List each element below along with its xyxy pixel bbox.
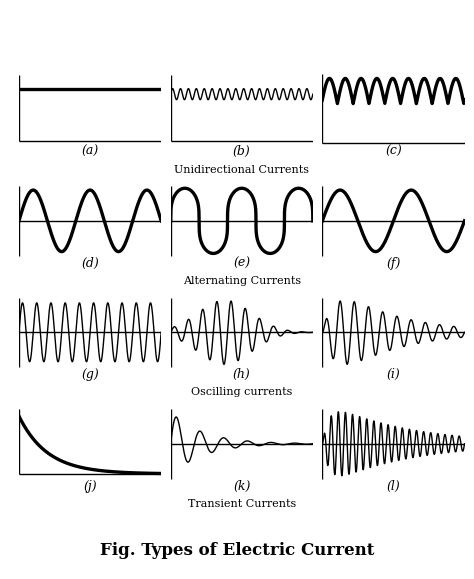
Text: (e): (e)	[233, 256, 250, 270]
Text: Unidirectional Currents: Unidirectional Currents	[174, 164, 309, 175]
Text: (d): (d)	[81, 256, 99, 270]
Text: (f): (f)	[386, 256, 401, 270]
Text: (i): (i)	[386, 368, 401, 381]
Text: (l): (l)	[386, 479, 401, 493]
Text: Oscilling currents: Oscilling currents	[191, 387, 292, 398]
Text: Transient Currents: Transient Currents	[188, 499, 296, 509]
Text: (j): (j)	[83, 479, 97, 493]
Text: (b): (b)	[233, 145, 251, 158]
Text: (c): (c)	[385, 145, 402, 158]
Text: (h): (h)	[233, 368, 251, 381]
Text: Alternating Currents: Alternating Currents	[182, 276, 301, 286]
Text: (a): (a)	[82, 145, 99, 158]
Text: Fig. Types of Electric Current: Fig. Types of Electric Current	[100, 541, 374, 559]
Text: (g): (g)	[81, 368, 99, 381]
Text: (k): (k)	[233, 479, 250, 493]
